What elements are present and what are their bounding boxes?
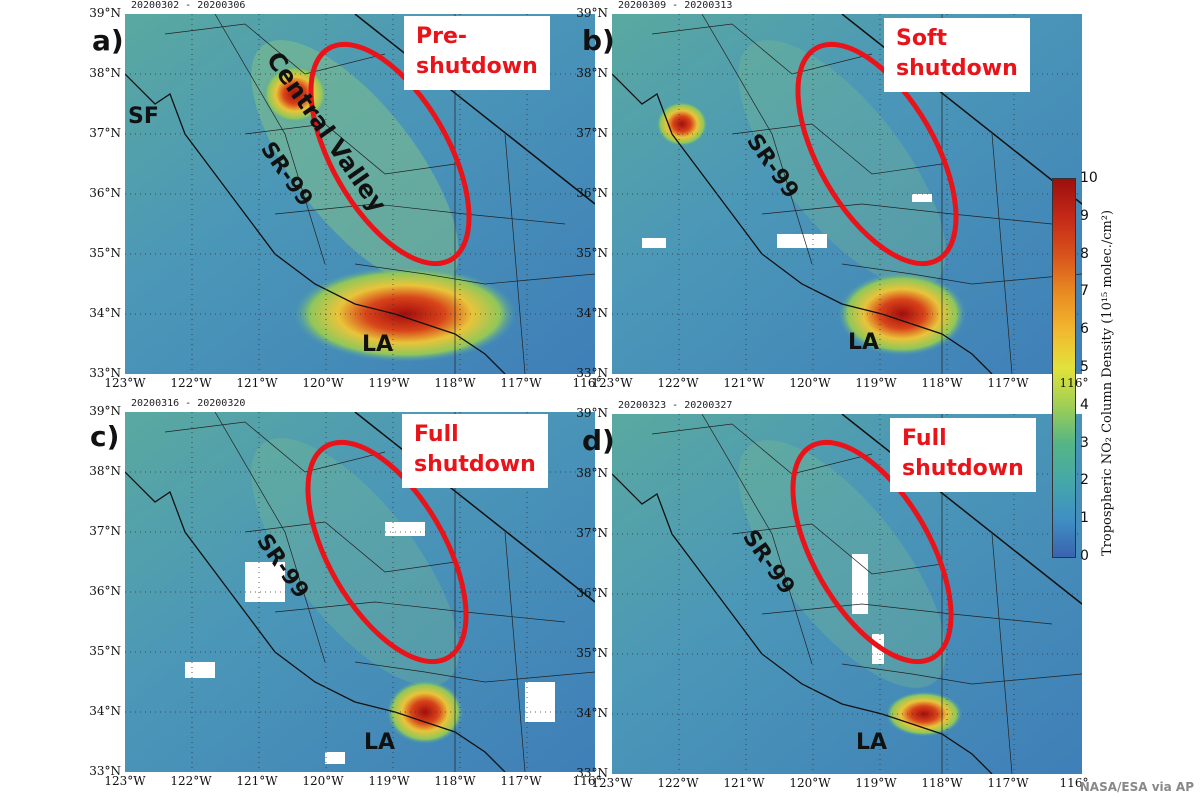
lon-tick: 120°W — [789, 776, 831, 790]
lon-tick: 120°W — [302, 774, 344, 788]
lat-tick: 34°N — [576, 306, 608, 320]
panel-letter-b: b) — [582, 24, 615, 57]
lon-tick: 116° — [572, 774, 602, 788]
lat-tick: 39°N — [89, 6, 121, 20]
map-layer-b — [612, 14, 1082, 374]
lat-tick: 34°N — [89, 306, 121, 320]
panel-b: 20200309 - 20200313 — [612, 0, 1082, 374]
date-range-d: 20200323 - 20200327 — [618, 400, 733, 411]
lat-tick: 36°N — [89, 186, 121, 200]
lon-tick: 121°W — [236, 774, 278, 788]
lon-tick: 116° — [572, 376, 602, 390]
panel-letter-d: d) — [582, 424, 615, 457]
no2-map-b — [612, 14, 1082, 374]
lon-tick: 117°W — [987, 376, 1029, 390]
phase-label-d: Full shutdown — [890, 418, 1036, 492]
lon-tick: 121°W — [723, 776, 765, 790]
lon-tick: 118°W — [921, 776, 963, 790]
lon-tick: 121°W — [723, 376, 765, 390]
panel-letter-a: a) — [92, 24, 124, 57]
lat-tick: 35°N — [576, 646, 608, 660]
colorbar-tick: 1 — [1080, 510, 1089, 527]
phase-label-a: Pre- shutdown — [404, 16, 550, 90]
label-la-d: LA — [856, 730, 888, 755]
lat-tick: 35°N — [89, 246, 121, 260]
lon-tick: 116° — [1059, 776, 1089, 790]
lat-tick: 35°N — [89, 644, 121, 658]
colorbar-tick: 7 — [1080, 283, 1089, 300]
lon-tick: 122°W — [657, 776, 699, 790]
label-la-a: LA — [362, 332, 394, 357]
phase-label-c: Full shutdown — [402, 414, 548, 488]
colorbar-tick: 5 — [1080, 359, 1089, 375]
lon-tick: 123°W — [591, 776, 633, 790]
lat-tick: 33°N — [89, 366, 121, 380]
lon-tick: 122°W — [170, 774, 212, 788]
lat-tick: 33°N — [576, 766, 608, 780]
date-range-a: 20200302 - 20200306 — [131, 0, 246, 11]
label-la-c: LA — [364, 730, 396, 755]
colorbar-tick: 6 — [1080, 321, 1089, 338]
lat-tick: 37°N — [576, 126, 608, 140]
label-sf: SF — [128, 104, 159, 129]
date-range-b: 20200309 - 20200313 — [618, 0, 733, 11]
lon-tick: 122°W — [657, 376, 699, 390]
lat-tick: 39°N — [576, 406, 608, 420]
central-valley-ellipse — [305, 439, 469, 665]
lon-tick: 117°W — [987, 776, 1029, 790]
lat-tick: 34°N — [89, 704, 121, 718]
lat-tick: 39°N — [89, 404, 121, 418]
panel-letter-c: c) — [90, 420, 120, 453]
colorbar-tick: 4 — [1080, 396, 1089, 413]
lon-tick: 120°W — [789, 376, 831, 390]
central-valley-ellipse — [790, 439, 954, 665]
lat-tick: 38°N — [576, 466, 608, 480]
lat-tick: 37°N — [89, 524, 121, 538]
lat-tick: 34°N — [576, 706, 608, 720]
lon-tick: 119°W — [368, 774, 410, 788]
lon-tick: 118°W — [434, 376, 476, 390]
colorbar-title: Tropospheric NO₂ Column Density (10¹⁵ mo… — [1100, 209, 1115, 556]
lat-tick: 36°N — [576, 186, 608, 200]
lon-tick: 123°W — [591, 376, 633, 390]
lon-tick: 123°W — [104, 774, 146, 788]
lon-tick: 119°W — [855, 776, 897, 790]
lon-tick: 120°W — [302, 376, 344, 390]
lat-tick: 39°N — [576, 6, 608, 20]
lon-tick: 121°W — [236, 376, 278, 390]
lon-tick: 116° — [1059, 376, 1089, 390]
colorbar-tick: 2 — [1080, 472, 1089, 489]
lon-tick: 118°W — [921, 376, 963, 390]
colorbar-tick: 0 — [1080, 548, 1089, 564]
lat-tick: 37°N — [576, 526, 608, 540]
central-valley-ellipse — [795, 41, 959, 267]
lon-tick: 118°W — [434, 774, 476, 788]
lon-tick: 123°W — [104, 376, 146, 390]
colorbar — [1052, 178, 1076, 558]
lon-tick: 122°W — [170, 376, 212, 390]
colorbar-tick: 9 — [1080, 207, 1089, 224]
lat-tick: 36°N — [89, 584, 121, 598]
lon-tick: 117°W — [500, 376, 542, 390]
central-valley-ellipse — [308, 41, 472, 267]
colorbar-tick: 10 — [1080, 170, 1098, 186]
date-range-c: 20200316 - 20200320 — [131, 398, 246, 409]
lat-tick: 38°N — [576, 66, 608, 80]
lat-tick: 36°N — [576, 586, 608, 600]
phase-label-b: Soft shutdown — [884, 18, 1030, 92]
lat-tick: 33°N — [89, 764, 121, 778]
label-la-b: LA — [848, 330, 880, 355]
lon-tick: 119°W — [855, 376, 897, 390]
lat-tick: 38°N — [89, 464, 121, 478]
lon-tick: 119°W — [368, 376, 410, 390]
lat-tick: 33°N — [576, 366, 608, 380]
colorbar-tick: 8 — [1080, 245, 1089, 262]
lat-tick: 35°N — [576, 246, 608, 260]
image-credit: NASA/ESA via AP — [1079, 780, 1194, 794]
lon-tick: 117°W — [500, 774, 542, 788]
colorbar-tick: 3 — [1080, 434, 1089, 451]
lat-tick: 38°N — [89, 66, 121, 80]
lat-tick: 37°N — [89, 126, 121, 140]
